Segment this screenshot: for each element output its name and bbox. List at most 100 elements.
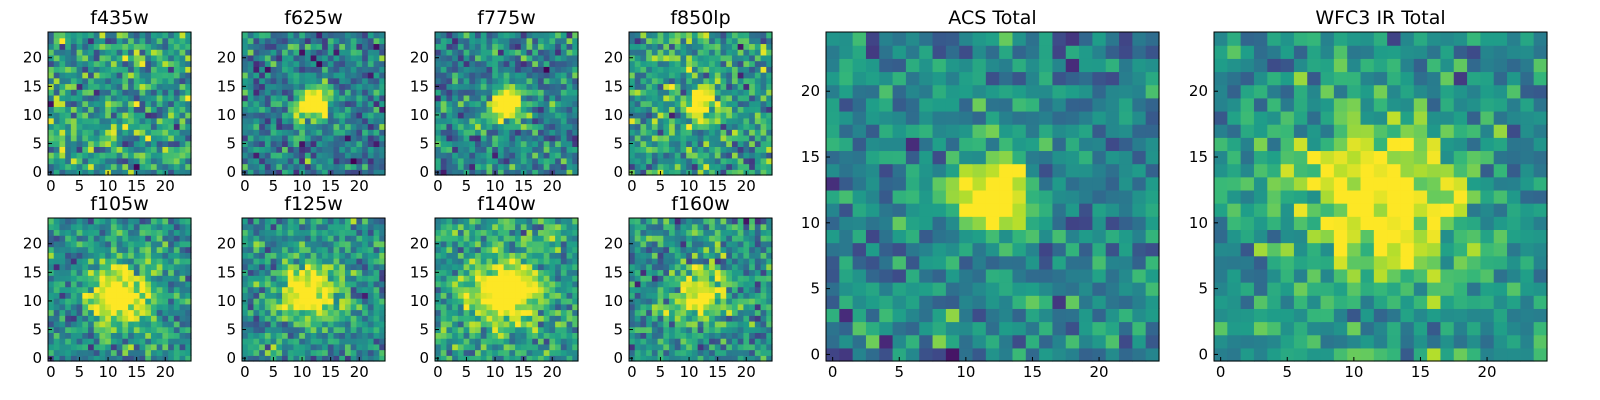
heatmap-cell: [515, 54, 522, 62]
heatmap-cell: [446, 343, 453, 351]
heatmap-cell: [669, 49, 676, 56]
heatmap-cell: [282, 246, 289, 253]
heatmap-cell: [156, 355, 163, 362]
heatmap-cell: [657, 134, 664, 142]
heatmap-cell: [503, 89, 510, 96]
heatmap-cell: [480, 229, 488, 236]
heatmap-cell: [356, 269, 363, 276]
heatmap-cell: [76, 89, 83, 96]
heatmap-cell: [515, 37, 522, 45]
heatmap-cell: [162, 280, 169, 288]
heatmap-cell: [242, 280, 249, 288]
heatmap-cell: [537, 49, 545, 56]
heatmap-cell: [549, 218, 556, 225]
heatmap-cell: [714, 315, 722, 322]
heatmap-cell: [373, 117, 380, 125]
heatmap-cell: [731, 309, 739, 316]
heatmap-cell: [532, 54, 539, 62]
heatmap-cell: [110, 37, 118, 45]
heatmap-cell: [486, 326, 493, 333]
heatmap-cell: [497, 338, 505, 345]
heatmap-cell: [88, 223, 95, 231]
heatmap-cell: [276, 320, 283, 328]
heatmap-cell: [293, 332, 300, 339]
heatmap-cell: [720, 269, 727, 276]
heatmap-cell: [549, 343, 556, 351]
heatmap-cell: [435, 49, 442, 56]
heatmap-cell: [293, 163, 300, 170]
heatmap-cell: [480, 246, 488, 253]
heatmap-cell: [88, 72, 95, 79]
heatmap-cell: [532, 326, 539, 333]
heatmap-cell: [379, 129, 386, 136]
heatmap-cell: [105, 218, 112, 225]
heatmap-cell: [651, 152, 659, 159]
heatmap-cell: [247, 246, 255, 253]
heatmap-cell: [367, 309, 375, 316]
heatmap-cell: [150, 72, 158, 79]
heatmap-cell: [634, 134, 642, 142]
heatmap-cell: [475, 146, 482, 153]
heatmap-cell: [463, 146, 470, 153]
heatmap-cell: [168, 235, 175, 242]
heatmap-cell: [88, 152, 95, 159]
heatmap-cell: [356, 229, 363, 236]
heatmap-cell: [480, 240, 488, 248]
heatmap-cell: [452, 298, 459, 305]
heatmap-cell: [48, 280, 55, 288]
heatmap-cell: [247, 326, 255, 333]
heatmap-cell: [299, 275, 306, 282]
heatmap-cell: [680, 286, 687, 293]
heatmap-cell: [640, 94, 647, 102]
heatmap-cell: [743, 298, 750, 305]
heatmap-cell: [93, 37, 101, 45]
heatmap-cell: [116, 275, 123, 282]
heatmap-cell: [293, 269, 300, 276]
heatmap-cell: [651, 72, 659, 79]
heatmap-cell: [509, 72, 516, 79]
heatmap-cell: [629, 66, 636, 73]
heatmap-cell: [362, 43, 369, 50]
heatmap-cell: [549, 49, 556, 56]
heatmap-cell: [362, 49, 369, 56]
heatmap-cell: [537, 315, 545, 322]
heatmap-cell: [333, 275, 340, 282]
heatmap-cell: [646, 123, 653, 130]
heatmap-cell: [469, 258, 476, 265]
heatmap-cell: [350, 258, 357, 265]
heatmap-cell: [651, 286, 659, 293]
heatmap-cell: [145, 338, 152, 345]
heatmap-cell: [646, 258, 653, 265]
heatmap-cell: [110, 326, 118, 333]
heatmap-cell: [566, 355, 573, 362]
heatmap-cell: [463, 117, 470, 125]
heatmap-cell: [304, 89, 312, 96]
heatmap-cell: [282, 286, 289, 293]
heatmap-cell: [440, 54, 448, 62]
heatmap-cell: [435, 246, 442, 253]
heatmap-cell: [82, 32, 89, 39]
heatmap-cell: [185, 129, 192, 136]
heatmap-cell: [367, 343, 375, 351]
heatmap-cell: [339, 343, 346, 351]
heatmap-cell: [116, 77, 123, 85]
heatmap-cell: [327, 303, 335, 311]
heatmap-cell: [156, 280, 163, 288]
heatmap-cell: [162, 320, 169, 328]
heatmap-cell: [242, 37, 249, 45]
heatmap-cell: [475, 37, 482, 45]
heatmap-cell: [520, 252, 528, 259]
heatmap-cell: [247, 146, 255, 153]
heatmap-cell: [503, 269, 510, 276]
heatmap-cell: [276, 77, 283, 85]
heatmap-cell: [362, 240, 369, 248]
heatmap-cell: [469, 117, 476, 125]
heatmap-cell: [133, 66, 141, 73]
heatmap-cell: [48, 303, 55, 311]
heatmap-cell: [362, 229, 369, 236]
heatmap-cell: [333, 169, 340, 176]
heatmap-cell: [253, 309, 260, 316]
heatmap-cell: [549, 320, 556, 328]
heatmap-cell: [145, 37, 152, 45]
heatmap-cell: [253, 343, 260, 351]
